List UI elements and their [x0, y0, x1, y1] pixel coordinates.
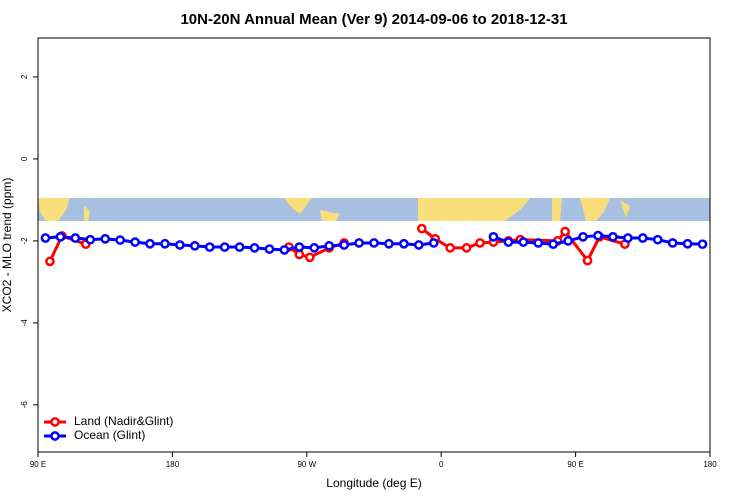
data-point [354, 238, 364, 248]
map-land [552, 198, 562, 221]
data-point [324, 240, 335, 251]
legend-label: Land (Nadir&Glint) [74, 414, 173, 428]
map-band [38, 198, 710, 221]
data-point [304, 252, 315, 263]
data-point [115, 235, 125, 245]
data-point [369, 238, 379, 248]
data-point [563, 236, 573, 246]
data-point [219, 242, 230, 252]
x-tick-label: 90 E [567, 460, 583, 469]
data-point [294, 249, 305, 260]
data-point [264, 244, 275, 254]
data-point [70, 233, 81, 243]
data-point [637, 233, 648, 243]
y-tick-label: 0 [20, 156, 29, 161]
data-point [40, 233, 51, 243]
data-point [160, 238, 170, 249]
x-tick-label: 90 E [30, 460, 46, 469]
legend-label: Ocean (Glint) [74, 428, 145, 442]
data-point [249, 243, 260, 253]
data-point [608, 231, 618, 242]
data-point [384, 238, 394, 249]
map-land [320, 210, 340, 221]
plot-frame [37, 37, 711, 453]
data-point [667, 238, 678, 248]
x-tick-label: 0 [439, 460, 444, 469]
legend-marker [50, 417, 60, 427]
x-tick-label: 180 [166, 460, 180, 469]
data-point [294, 242, 305, 252]
map-land [418, 198, 530, 221]
map-land [580, 198, 610, 221]
data-point [204, 242, 215, 252]
chart-title: 10N-20N Annual Mean (Ver 9) 2014-09-06 t… [180, 11, 567, 28]
map-land [620, 200, 630, 218]
data-point [85, 234, 96, 245]
data-point [578, 231, 588, 242]
data-point [533, 238, 544, 248]
data-point [416, 223, 427, 234]
data-point [399, 238, 409, 249]
map-land [284, 198, 312, 214]
data-point [145, 238, 155, 249]
y-tick-label: -2 [20, 237, 29, 245]
data-point [560, 226, 570, 237]
y-tick-label: 2 [20, 74, 29, 79]
data-point [582, 255, 593, 266]
data-point [488, 231, 499, 242]
data-point [445, 243, 456, 253]
data-point [503, 237, 514, 247]
data-point [475, 238, 485, 248]
y-tick-label: -4 [20, 319, 29, 327]
x-axis-label: Longitude (deg E) [326, 476, 421, 490]
data-point [130, 237, 140, 247]
data-point [189, 240, 200, 251]
map-land [84, 205, 90, 221]
legend-marker [50, 431, 60, 441]
map-land [38, 198, 70, 221]
data-point [279, 245, 290, 255]
y-tick-label: -6 [20, 401, 29, 409]
data-point [55, 231, 66, 242]
map-ocean [38, 198, 710, 221]
x-tick-label: 90 W [297, 460, 316, 469]
data-point [339, 240, 349, 250]
data-point [652, 234, 663, 245]
data-point [428, 238, 439, 248]
data-point [548, 239, 559, 250]
data-point [413, 240, 424, 250]
data-point [309, 243, 320, 253]
data-point [45, 256, 55, 267]
data-point [518, 237, 529, 247]
data-point [697, 239, 708, 250]
data-point [593, 230, 603, 241]
data-point [234, 242, 245, 252]
data-point [623, 233, 633, 243]
y-axis-label: XCO2 - MLO trend (ppm) [0, 178, 14, 313]
x-tick-label: 180 [703, 460, 717, 469]
data-point [682, 238, 693, 249]
data-point [175, 240, 185, 250]
data-point [461, 243, 472, 253]
data-point [100, 234, 111, 244]
